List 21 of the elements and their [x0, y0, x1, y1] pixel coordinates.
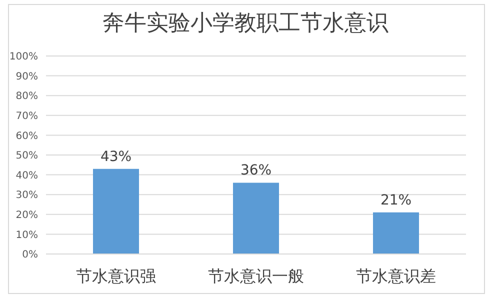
x-tick-label: 节水意识差	[356, 266, 436, 286]
bar	[93, 168, 139, 254]
y-tick-label: 50%	[16, 150, 38, 162]
data-label: 36%	[240, 162, 272, 179]
chart-title: 奔牛实验小学教职工节水意识	[102, 10, 390, 38]
bar	[233, 182, 279, 254]
x-tick-label: 节水意识强	[76, 266, 156, 286]
y-tick-label: 60%	[16, 130, 38, 142]
y-tick-label: 80%	[16, 91, 38, 102]
x-tick-label: 节水意识一般	[208, 266, 304, 286]
y-tick-label: 10%	[16, 230, 38, 241]
y-tick-label: 0%	[22, 250, 38, 261]
y-tick-label: 40%	[16, 170, 38, 182]
y-tick-label: 30%	[16, 190, 38, 202]
data-label: 21%	[380, 192, 412, 208]
y-tick-label: 70%	[16, 110, 38, 122]
data-label: 43%	[100, 148, 132, 165]
y-tick-label: 90%	[16, 71, 38, 82]
bar	[373, 212, 419, 254]
y-tick-label: 100%	[9, 52, 38, 63]
y-tick-label: 20%	[16, 210, 38, 221]
